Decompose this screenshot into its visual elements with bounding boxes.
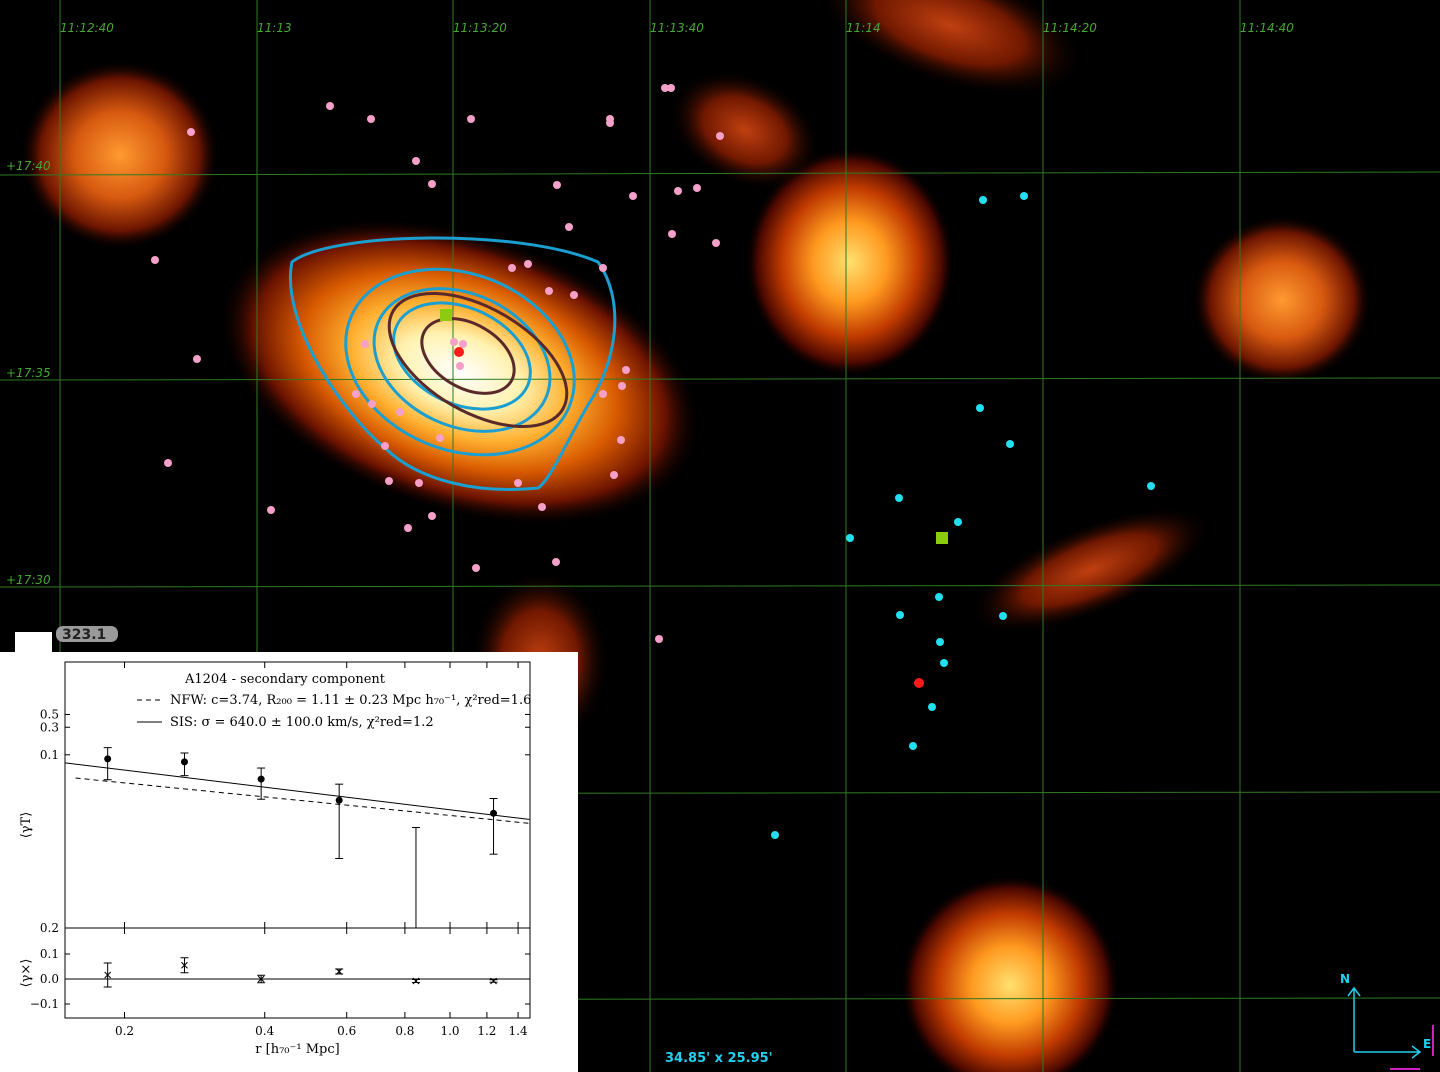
dec-label: +17:40 [6,159,51,173]
chart-title: A1204 - secondary component [184,672,386,687]
point [180,758,188,766]
plot-frame [64,927,531,1019]
point [104,971,112,979]
point [490,977,497,985]
swatch [15,632,52,654]
ra-labels: 11:12:40 11:13 11:13:20 11:13:40 11:14 1… [60,21,1294,35]
y-axis-label: ⟨γ×⟩ [19,959,34,988]
x-tick-label: 0.8 [395,1024,414,1038]
ra-label: 11:14:20 [1043,21,1097,35]
point [104,755,112,763]
centers [440,309,948,688]
point [490,809,498,817]
legend-label: NFW: c=3.74, R₂₀₀ = 1.11 ± 0.23 Mpc h₇₀⁻… [170,693,531,708]
edge-markers [1390,1025,1434,1070]
pink-sources [151,84,724,643]
ra-label: 11:14 [846,21,881,35]
ra-label: 11:13:20 [453,21,507,35]
point [257,775,265,783]
point [335,968,343,975]
y-tick-label: 0.1 [40,748,59,762]
model-line [65,762,530,820]
ra-label: 11:12:40 [60,21,114,35]
ra-label: 11:14:40 [1240,21,1294,35]
compass-north: N [1340,972,1350,986]
point [412,977,420,985]
x-tick-label: 0.4 [255,1024,274,1038]
inset-panel [0,652,578,1072]
x-tick-label: 1.4 [509,1024,528,1038]
point [181,961,188,969]
x-tick-label: 1.2 [477,1024,496,1038]
y-tick-label: 0.3 [40,720,59,734]
model-line [75,777,530,824]
legend-label: SIS: σ = 640.0 ± 100.0 km/s, χ²red=1.2 [170,715,434,730]
point [257,975,265,983]
point [335,796,343,804]
dec-labels: +17:40 +17:35 +17:30 [6,159,51,587]
field-size: 34.85' x 25.95' [665,1051,773,1066]
x-tick-label: 0.6 [337,1024,356,1038]
x-tick-label: 1.0 [440,1024,459,1038]
compass [1347,986,1422,1059]
scale-badge [56,626,118,642]
y-axis-label: ⟨γT⟩ [19,812,34,839]
y-tick-label: 0.2 [40,921,59,935]
dec-label: +17:30 [6,573,51,587]
x-tick-label: 0.2 [115,1024,134,1038]
y-tick-label: 0.5 [40,707,59,721]
contours [289,236,617,491]
heatmap [20,0,1372,1072]
cyan-sources [771,192,1155,839]
y-tick-label: 0.0 [40,972,59,986]
dec-label: +17:35 [6,366,51,380]
y-tick-label: −0.1 [30,997,59,1011]
ra-label: 11:13 [257,21,292,35]
scale-value: 323.1 [62,627,106,643]
y-tick-label: 0.1 [40,947,59,961]
compass-east: E [1423,1037,1431,1051]
x-axis-label: r [h₇₀⁻¹ Mpc] [255,1042,339,1057]
inset-plot: 0.50.3 0.1 0.2 NFW: c=3.74, R₂₀₀ = 1.11 ± 0… [19,661,531,1057]
ra-label: 11:13:40 [650,21,704,35]
